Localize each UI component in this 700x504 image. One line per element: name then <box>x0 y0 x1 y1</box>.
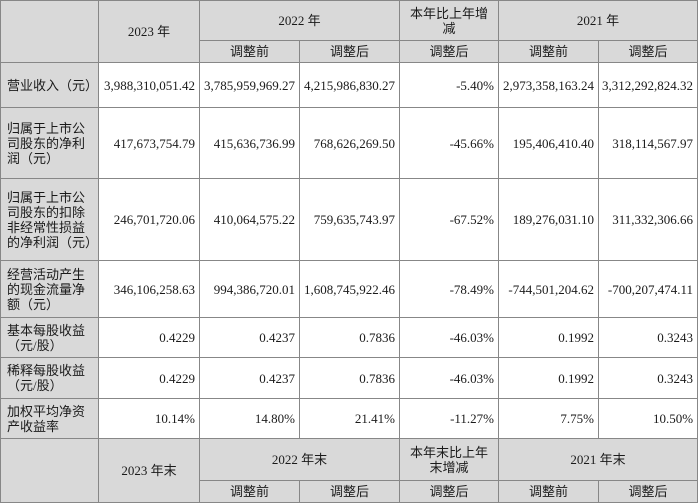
cell-basic-eps-2022-after: 0.7836 <box>298 317 401 358</box>
cell-basic-eps-2023: 0.4229 <box>98 317 200 358</box>
table-row-net-profit-deducted: 归属于上市公司股东的扣除非经常性损益的净利润（元） 246,701,720.06… <box>0 178 699 261</box>
header-year-end-2021: 2021 年末 <box>498 438 699 481</box>
cell-roe-change: -11.27% <box>399 398 500 439</box>
header-year-2023: 2023 年 <box>98 0 200 63</box>
row-label-basic-eps: 基本每股收益（元/股） <box>0 317 99 358</box>
cell-cash-flow-2023: 346,106,258.63 <box>98 260 200 318</box>
corner-cell-bottom <box>0 438 99 503</box>
subheader-end-2021-adjust-after: 调整后 <box>598 480 699 503</box>
cell-diluted-eps-change: -46.03% <box>399 357 500 399</box>
cell-revenue-2023: 3,988,310,051.42 <box>98 62 200 108</box>
header-year-end-2023: 2023 年末 <box>98 438 200 503</box>
header-year-2022: 2022 年 <box>198 0 401 41</box>
table-row-diluted-eps: 稀释每股收益（元/股） 0.4229 0.4237 0.7836 -46.03%… <box>0 357 699 399</box>
cell-deducted-2021-before: 189,276,031.10 <box>498 178 600 261</box>
cell-deducted-2022-after: 759,635,743.97 <box>298 178 401 261</box>
subheader-change-adjust-after: 调整后 <box>399 40 500 63</box>
cell-net-profit-2021-before: 195,406,410.40 <box>498 107 600 179</box>
row-label-operating-cash-flow: 经营活动产生的现金流量净额（元） <box>0 260 99 318</box>
header-year-end-2022: 2022 年末 <box>198 438 401 481</box>
cell-revenue-2022-before: 3,785,959,969.27 <box>199 62 300 108</box>
table-row-weighted-average-roe: 加权平均净资产收益率 10.14% 14.80% 21.41% -11.27% … <box>0 398 699 439</box>
header-year-2021: 2021 年 <box>498 0 699 41</box>
subheader-2022-adjust-before: 调整前 <box>199 40 300 63</box>
table-row-operating-cash-flow: 经营活动产生的现金流量净额（元） 346,106,258.63 994,386,… <box>0 260 699 318</box>
cell-deducted-change: -67.52% <box>399 178 500 261</box>
header-change-yoy: 本年比上年增减 <box>399 0 500 41</box>
cell-deducted-2023: 246,701,720.06 <box>98 178 200 261</box>
cell-revenue-change: -5.40% <box>399 62 500 108</box>
cell-basic-eps-2021-after: 0.3243 <box>598 317 699 358</box>
cell-revenue-2021-after: 3,312,292,824.32 <box>598 62 699 108</box>
cell-net-profit-2021-after: 318,114,567.97 <box>598 107 699 179</box>
cell-deducted-2022-before: 410,064,575.22 <box>199 178 300 261</box>
cell-cash-flow-2021-after: -700,207,474.11 <box>598 260 699 318</box>
row-label-weighted-average-roe: 加权平均净资产收益率 <box>0 398 99 439</box>
row-label-diluted-eps: 稀释每股收益（元/股） <box>0 357 99 399</box>
cell-cash-flow-change: -78.49% <box>399 260 500 318</box>
cell-net-profit-change: -45.66% <box>399 107 500 179</box>
row-label-net-profit-deducted: 归属于上市公司股东的扣除非经常性损益的净利润（元） <box>0 178 99 261</box>
cell-cash-flow-2022-before: 994,386,720.01 <box>199 260 300 318</box>
table-row-revenue: 营业收入（元） 3,988,310,051.42 3,785,959,969.2… <box>0 62 699 108</box>
cell-basic-eps-2022-before: 0.4237 <box>199 317 300 358</box>
cell-basic-eps-2021-before: 0.1992 <box>498 317 600 358</box>
corner-cell-top <box>0 0 99 63</box>
subheader-end-change-adjust-after: 调整后 <box>399 480 500 503</box>
subheader-2021-adjust-before: 调整前 <box>498 40 600 63</box>
cell-cash-flow-2021-before: -744,501,204.62 <box>498 260 600 318</box>
row-label-revenue: 营业收入（元） <box>0 62 99 108</box>
subheader-end-2022-adjust-before: 调整前 <box>199 480 300 503</box>
cell-net-profit-2023: 417,673,754.79 <box>98 107 200 179</box>
table-row-net-profit-attributable: 归属于上市公司股东的净利润（元） 417,673,754.79 415,636,… <box>0 107 699 179</box>
cell-diluted-eps-2021-after: 0.3243 <box>598 357 699 399</box>
cell-basic-eps-change: -46.03% <box>399 317 500 358</box>
cell-deducted-2021-after: 311,332,306.66 <box>598 178 699 261</box>
cell-net-profit-2022-after: 768,626,269.50 <box>298 107 401 179</box>
subheader-2021-adjust-after: 调整后 <box>598 40 699 63</box>
subheader-2022-adjust-after: 调整后 <box>298 40 401 63</box>
cell-roe-2023: 10.14% <box>98 398 200 439</box>
header-change-year-end: 本年末比上年末增减 <box>399 438 500 481</box>
cell-diluted-eps-2022-before: 0.4237 <box>199 357 300 399</box>
cell-revenue-2022-after: 4,215,986,830.27 <box>298 62 401 108</box>
cell-roe-2021-before: 7.75% <box>498 398 600 439</box>
table-row-basic-eps: 基本每股收益（元/股） 0.4229 0.4237 0.7836 -46.03%… <box>0 317 699 358</box>
subheader-end-2022-adjust-after: 调整后 <box>298 480 401 503</box>
cell-diluted-eps-2021-before: 0.1992 <box>498 357 600 399</box>
cell-roe-2021-after: 10.50% <box>598 398 699 439</box>
cell-diluted-eps-2023: 0.4229 <box>98 357 200 399</box>
cell-roe-2022-before: 14.80% <box>199 398 300 439</box>
cell-roe-2022-after: 21.41% <box>298 398 401 439</box>
cell-diluted-eps-2022-after: 0.7836 <box>298 357 401 399</box>
cell-revenue-2021-before: 2,973,358,163.24 <box>498 62 600 108</box>
row-label-net-profit-attributable: 归属于上市公司股东的净利润（元） <box>0 107 99 179</box>
cell-cash-flow-2022-after: 1,608,745,922.46 <box>298 260 401 318</box>
subheader-end-2021-adjust-before: 调整前 <box>498 480 600 503</box>
cell-net-profit-2022-before: 415,636,736.99 <box>199 107 300 179</box>
